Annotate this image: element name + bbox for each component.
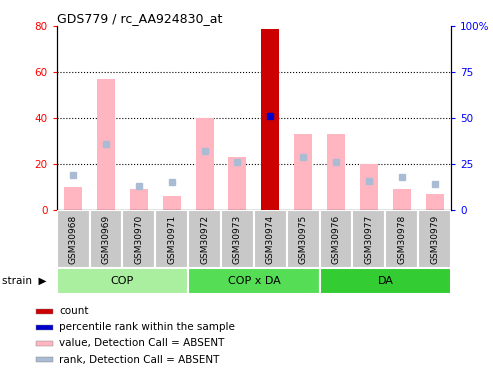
Bar — [386, 210, 418, 268]
Bar — [122, 210, 155, 268]
Text: strain  ▶: strain ▶ — [2, 276, 47, 286]
Bar — [319, 268, 451, 294]
Bar — [36, 325, 53, 330]
Bar — [287, 210, 319, 268]
Text: COP: COP — [111, 276, 134, 286]
Bar — [228, 157, 246, 210]
Bar — [155, 210, 188, 268]
Text: COP x DA: COP x DA — [228, 276, 280, 286]
Bar — [57, 210, 90, 268]
Text: percentile rank within the sample: percentile rank within the sample — [59, 322, 235, 332]
Text: GSM30974: GSM30974 — [266, 214, 275, 264]
Bar — [90, 210, 122, 268]
Bar — [261, 28, 280, 210]
Text: value, Detection Call = ABSENT: value, Detection Call = ABSENT — [59, 339, 225, 348]
Bar — [393, 189, 411, 210]
Text: GDS779 / rc_AA924830_at: GDS779 / rc_AA924830_at — [57, 12, 222, 25]
Bar — [425, 194, 444, 210]
Bar — [360, 164, 378, 210]
Text: rank, Detection Call = ABSENT: rank, Detection Call = ABSENT — [59, 354, 220, 364]
Bar — [254, 210, 287, 268]
Bar — [188, 268, 319, 294]
Text: GSM30975: GSM30975 — [299, 214, 308, 264]
Text: GSM30977: GSM30977 — [364, 214, 373, 264]
Bar — [36, 357, 53, 362]
Bar — [97, 79, 115, 210]
Text: GSM30976: GSM30976 — [332, 214, 341, 264]
Bar — [352, 210, 386, 268]
Text: count: count — [59, 306, 89, 316]
Text: GSM30970: GSM30970 — [135, 214, 143, 264]
Bar — [294, 134, 312, 210]
Bar — [319, 210, 352, 268]
Bar — [196, 118, 213, 210]
Bar — [36, 341, 53, 346]
Bar — [221, 210, 254, 268]
Bar — [418, 210, 451, 268]
Bar — [36, 309, 53, 314]
Text: GSM30972: GSM30972 — [200, 214, 209, 264]
Text: GSM30978: GSM30978 — [397, 214, 406, 264]
Text: GSM30968: GSM30968 — [69, 214, 77, 264]
Bar — [163, 196, 181, 210]
Bar — [327, 134, 345, 210]
Bar — [130, 189, 148, 210]
Text: GSM30973: GSM30973 — [233, 214, 242, 264]
Bar — [64, 187, 82, 210]
Text: GSM30969: GSM30969 — [102, 214, 110, 264]
Bar — [57, 268, 188, 294]
Bar — [188, 210, 221, 268]
Text: GSM30979: GSM30979 — [430, 214, 439, 264]
Text: GSM30971: GSM30971 — [167, 214, 176, 264]
Text: DA: DA — [378, 276, 393, 286]
